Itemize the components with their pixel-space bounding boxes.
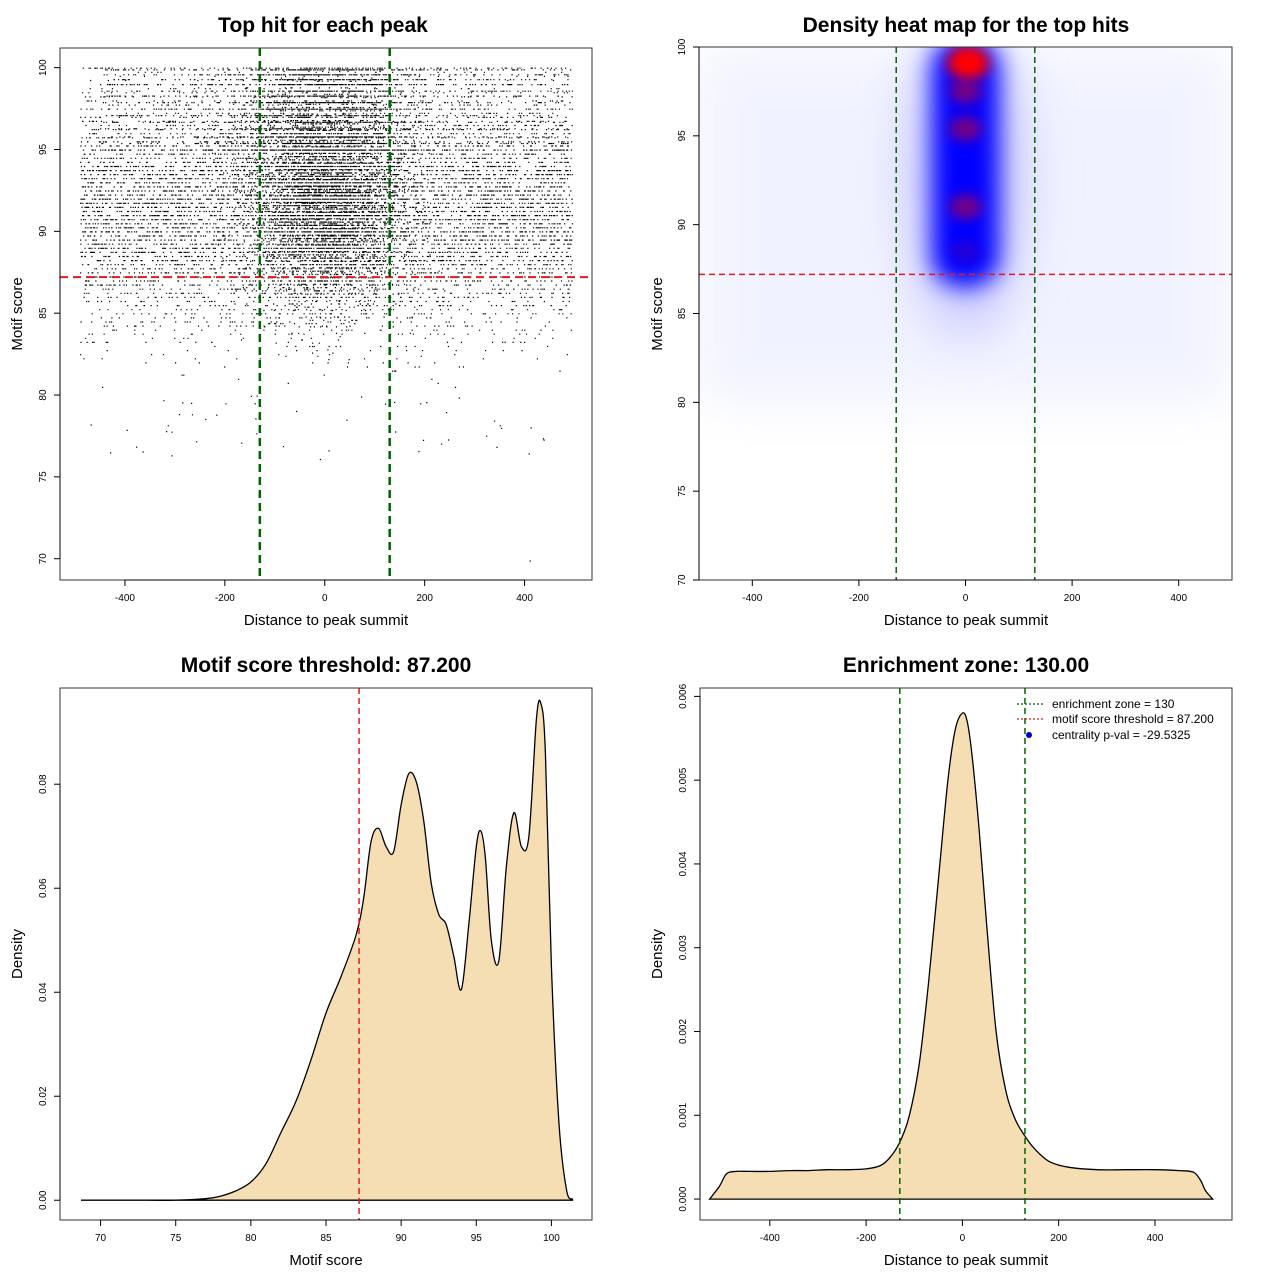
y-tick-label: 100 (38, 59, 49, 76)
y-tick-label: 95 (38, 143, 49, 155)
x-tick-label: 400 (1170, 593, 1187, 604)
scatter-x-axis: -400 -200 0 200 400 (115, 579, 533, 604)
score-density-area (81, 700, 573, 1201)
score-density-line (81, 699, 574, 1201)
y-tick-label: 0.000 (678, 1186, 689, 1211)
y-tick-label: 80 (677, 396, 688, 408)
scatter-points (80, 67, 574, 562)
heatmap-hot-spots (947, 47, 990, 262)
y-tick-label: 0.08 (38, 774, 49, 794)
score-density-panel: Motif score threshold: 87.200 70 75 80 85 90… (9, 654, 593, 1269)
legend-enrichment-label: enrichment zone = 130 (1052, 697, 1175, 711)
x-tick-label: -400 (742, 593, 762, 604)
scatter-x-label: Distance to peak summit (244, 612, 409, 629)
y-tick-label: 0.002 (678, 1019, 689, 1044)
x-tick-label: 0 (963, 593, 969, 604)
score-density-y-axis: 0.00 0.02 0.04 0.06 0.08 (38, 774, 61, 1210)
x-tick-label: -200 (215, 593, 235, 604)
y-tick-label: 80 (38, 389, 49, 401)
y-tick-label: 85 (38, 307, 49, 319)
heatmap-x-axis: -400 -200 0 200 400 (742, 579, 1187, 604)
heatmap-panel: Density heat map for the top hits -400 -2… (649, 14, 1233, 629)
distance-density-line (708, 712, 1215, 1200)
score-density-y-label: Density (9, 928, 26, 979)
scatter-title: Top hit for each peak (218, 14, 428, 37)
heatmap-central-column (905, 47, 1026, 336)
x-tick-label: 95 (471, 1233, 483, 1244)
x-tick-label: -200 (856, 1233, 876, 1244)
heatmap-hot-spot (949, 79, 982, 104)
heatmap-y-axis: 70 75 80 85 90 95 100 (677, 38, 700, 586)
heatmap-x-label: Distance to peak summit (884, 612, 1049, 629)
scatter-panel: Top hit for each peak -400 -200 0 200 400 70… (9, 14, 593, 629)
distance-density-area (709, 712, 1213, 1200)
score-density-x-label: Motif score (289, 1252, 362, 1269)
y-tick-label: 0.00 (38, 1190, 49, 1210)
distance-density-x-axis: -400 -200 0 200 400 (760, 1219, 1164, 1244)
y-tick-label: 0.04 (38, 982, 49, 1002)
x-tick-label: 80 (245, 1233, 257, 1244)
distance-density-y-label: Density (649, 928, 666, 979)
y-tick-label: 0.06 (38, 878, 49, 898)
legend-pval-label: centrality p-val = -29.5325 (1052, 728, 1191, 742)
x-tick-label: 75 (170, 1233, 182, 1244)
y-tick-label: 90 (677, 219, 688, 231)
heatmap-hot-spot (949, 194, 982, 219)
scatter-y-label: Motif score (9, 277, 26, 350)
distance-density-x-label: Distance to peak summit (884, 1252, 1049, 1269)
distance-density-y-axis: 0.000 0.001 0.002 0.003 0.004 0.005 0.006 (678, 683, 701, 1212)
x-tick-label: 200 (416, 593, 433, 604)
y-tick-label: 85 (677, 308, 688, 320)
scatter-point-cloud (80, 67, 574, 562)
y-tick-label: 0.003 (678, 935, 689, 960)
legend-threshold-label: motif score threshold = 87.200 (1052, 712, 1214, 726)
heatmap-core-column (931, 47, 1000, 287)
y-tick-label: 0.02 (38, 1086, 49, 1106)
x-tick-label: -200 (849, 593, 869, 604)
score-density-x-axis: 70 75 80 85 90 95 100 (95, 1219, 560, 1244)
distance-density-panel: Enrichment zone: 130.00 -400 -200 0 200 400 … (649, 654, 1233, 1269)
scatter-y-axis: 70 75 80 85 90 95 100 (38, 59, 61, 565)
x-tick-label: -400 (115, 593, 135, 604)
y-tick-label: 0.005 (678, 767, 689, 792)
x-tick-label: 70 (95, 1233, 107, 1244)
x-tick-label: -400 (760, 1233, 780, 1244)
y-tick-label: 100 (677, 38, 688, 55)
x-tick-label: 200 (1064, 593, 1081, 604)
y-tick-label: 70 (677, 574, 688, 586)
x-tick-label: 400 (516, 593, 533, 604)
x-tick-label: 85 (320, 1233, 332, 1244)
x-tick-label: 400 (1147, 1233, 1164, 1244)
x-tick-label: 200 (1050, 1233, 1067, 1244)
y-tick-label: 95 (677, 130, 688, 142)
x-tick-label: 90 (396, 1233, 408, 1244)
y-tick-label: 0.001 (678, 1102, 689, 1127)
x-tick-label: 0 (322, 593, 328, 604)
y-tick-label: 90 (38, 225, 49, 237)
heatmap-hot-spot (951, 241, 980, 262)
y-tick-label: 0.006 (678, 683, 689, 708)
distance-density-legend: enrichment zone = 130 motif score thresh… (1017, 697, 1214, 742)
distance-density-title: Enrichment zone: 130.00 (843, 654, 1089, 677)
heatmap-title: Density heat map for the top hits (803, 14, 1130, 37)
y-tick-label: 70 (38, 553, 49, 565)
heatmap-hot-spot (947, 47, 990, 80)
score-density-title: Motif score threshold: 87.200 (181, 654, 472, 677)
heatmap-y-label: Motif score (649, 277, 666, 350)
y-tick-label: 75 (677, 485, 688, 497)
legend-pval-point (1026, 732, 1032, 738)
heatmap-hot-spot (949, 116, 982, 141)
x-tick-label: 100 (543, 1233, 560, 1244)
y-tick-label: 0.004 (678, 851, 689, 876)
heatmap-surface (699, 47, 1232, 580)
y-tick-label: 75 (38, 471, 49, 483)
x-tick-label: 0 (960, 1233, 966, 1244)
